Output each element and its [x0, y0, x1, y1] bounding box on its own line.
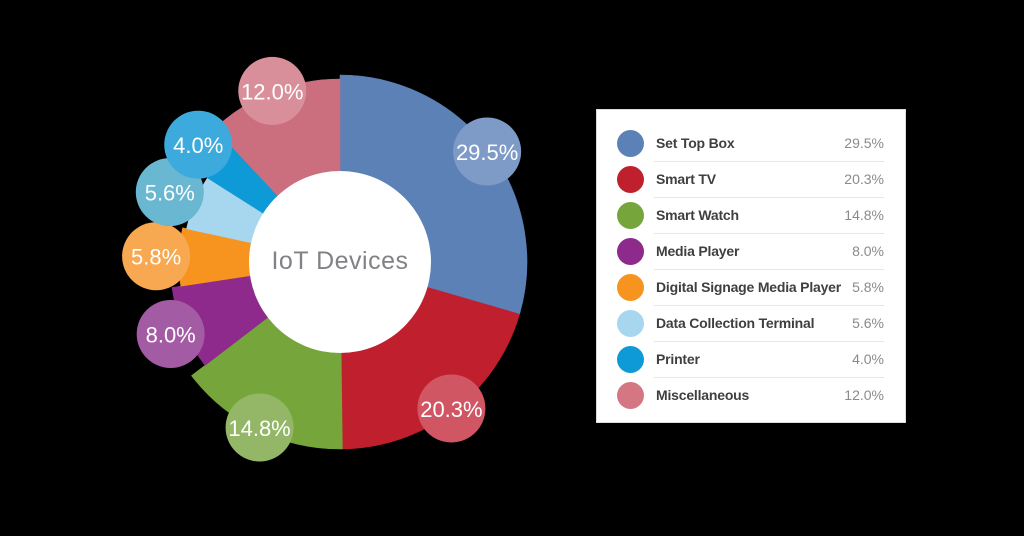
value-bubble-label-miscellaneous: 12.0% — [241, 79, 303, 104]
legend-color-dot — [617, 381, 644, 409]
legend-color-dot — [617, 237, 644, 265]
value-bubble-label-data-collection-terminal: 5.6% — [145, 181, 195, 206]
legend-percent: 14.8% — [844, 207, 884, 223]
legend-label: Digital Signage Media Player — [656, 279, 842, 295]
legend-label: Smart TV — [656, 171, 716, 187]
legend-row-set-top-box: Set Top Box 29.5% — [597, 125, 905, 161]
legend-row-data-collection-terminal: Data Collection Terminal 5.6% — [597, 305, 905, 341]
value-bubble-smart-watch — [225, 393, 294, 462]
legend-label: Media Player — [656, 243, 740, 259]
value-bubble-media-player — [136, 300, 205, 369]
pie-callout-bubbles: 29.5% 20.3% 14.8% 8.0% 5.8% 5.6% 4.0% 12.0% — [122, 56, 522, 462]
value-bubble-digital-signage-media-player — [122, 222, 191, 291]
legend-percent: 20.3% — [844, 171, 884, 187]
legend-percent: 5.6% — [852, 315, 884, 331]
legend-row-digital-signage-media-player: Digital Signage Media Player 5.8% — [597, 269, 905, 305]
value-bubble-printer — [164, 110, 233, 179]
value-bubble-label-media-player: 8.0% — [146, 322, 196, 347]
legend-color-dot — [617, 129, 644, 157]
legend-color-dot — [617, 201, 644, 229]
chart-center-label: IoT Devices — [271, 247, 409, 275]
legend-row-miscellaneous: Miscellaneous 12.0% — [597, 377, 905, 413]
legend-percent: 29.5% — [844, 135, 884, 151]
legend-percent: 4.0% — [852, 351, 884, 367]
value-bubble-set-top-box — [453, 117, 522, 186]
value-bubble-label-digital-signage-media-player: 5.8% — [131, 245, 181, 270]
legend-label: Miscellaneous — [656, 387, 750, 403]
legend-row-media-player: Media Player 8.0% — [597, 233, 905, 269]
donut-center-circle — [249, 171, 431, 353]
legend-percent: 5.8% — [852, 279, 884, 295]
value-bubble-label-smart-watch: 14.8% — [228, 416, 290, 441]
legend-row-printer: Printer 4.0% — [597, 341, 905, 377]
legend-label: Data Collection Terminal — [656, 315, 815, 331]
legend-percent: 8.0% — [852, 243, 884, 259]
value-bubble-label-set-top-box: 29.5% — [456, 140, 518, 165]
legend-color-dot — [617, 165, 644, 193]
legend-label: Printer — [656, 351, 700, 367]
legend-label: Set Top Box — [656, 135, 735, 151]
legend-label: Smart Watch — [656, 207, 739, 223]
legend-row-smart-watch: Smart Watch 14.8% — [597, 197, 905, 233]
legend-percent: 12.0% — [844, 387, 884, 403]
legend-color-dot — [617, 273, 644, 301]
value-bubble-smart-tv — [417, 374, 486, 443]
legend-row-smart-tv: Smart TV 20.3% — [597, 161, 905, 197]
legend-card: Set Top Box 29.5% Smart TV 20.3% Smart W… — [596, 109, 906, 423]
value-bubble-miscellaneous — [238, 56, 307, 125]
value-bubble-label-printer: 4.0% — [173, 133, 223, 158]
value-bubble-label-smart-tv: 20.3% — [420, 397, 482, 422]
legend-color-dot — [617, 345, 644, 373]
legend-color-dot — [617, 309, 644, 337]
